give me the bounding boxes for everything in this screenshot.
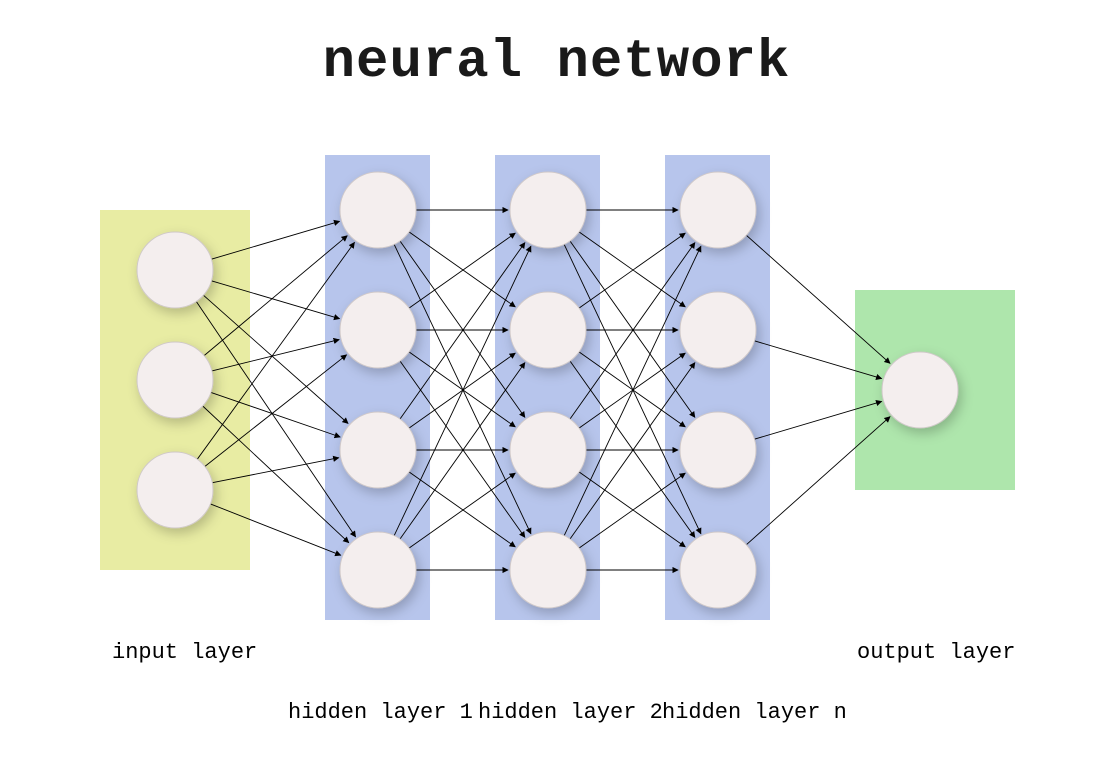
node-hidden2-1 [510,292,586,368]
layer-label-hidden2: hidden layer 2 [478,700,663,725]
diagram-canvas: neural network input layerhidden layer 1… [0,0,1113,773]
node-hidden1-0 [340,172,416,248]
node-input-1 [137,342,213,418]
layer-label-hidden_n: hidden layer n [662,700,847,725]
node-hidden_n-1 [680,292,756,368]
node-hidden1-3 [340,532,416,608]
layer-label-output: output layer [857,640,1015,665]
node-hidden_n-3 [680,532,756,608]
node-hidden2-0 [510,172,586,248]
node-hidden2-2 [510,412,586,488]
node-hidden1-1 [340,292,416,368]
layer-label-hidden1: hidden layer 1 [288,700,473,725]
node-output-0 [882,352,958,428]
node-hidden1-2 [340,412,416,488]
node-input-0 [137,232,213,308]
node-hidden2-3 [510,532,586,608]
layer-label-input: input layer [112,640,257,665]
node-hidden_n-2 [680,412,756,488]
node-hidden_n-0 [680,172,756,248]
node-input-2 [137,452,213,528]
